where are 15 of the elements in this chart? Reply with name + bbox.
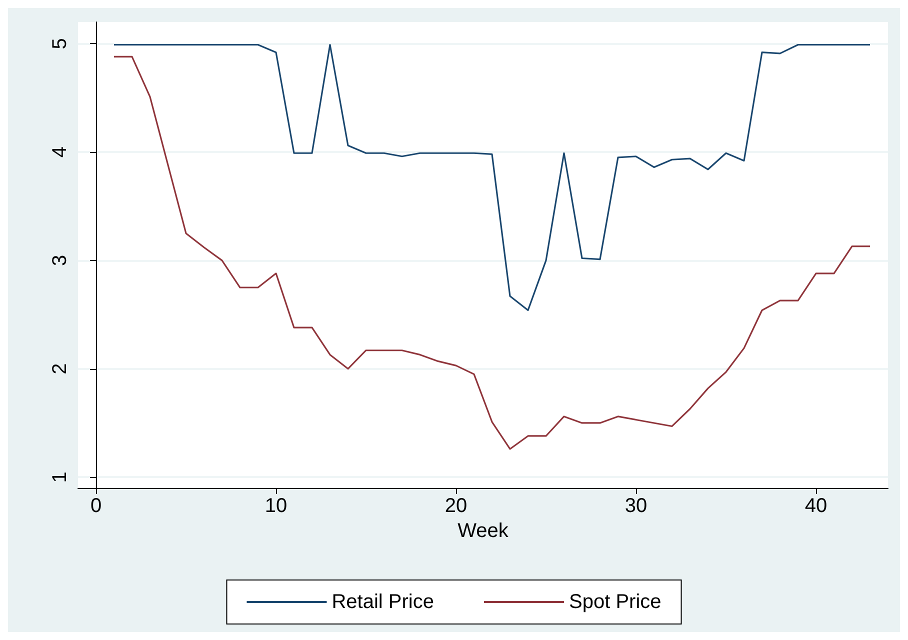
x-tick-label: 10 [264, 495, 288, 517]
x-tick-label: 40 [804, 495, 828, 517]
legend-label: Spot Price [568, 591, 662, 613]
x-tick-label: 20 [444, 495, 468, 517]
y-tick-label: 2 [49, 363, 71, 374]
x-tick-label: 30 [624, 495, 648, 517]
y-tick-label: 3 [49, 254, 71, 266]
y-tick-label: 1 [49, 472, 71, 483]
line-series [113, 56, 871, 450]
x-axis-title: Week [458, 520, 510, 542]
y-tick-label: 5 [49, 38, 71, 50]
x-tick-label: 0 [90, 495, 102, 517]
legend-label: Retail Price [332, 591, 434, 613]
line-series [113, 44, 871, 312]
y-tick-label: 4 [49, 146, 71, 158]
